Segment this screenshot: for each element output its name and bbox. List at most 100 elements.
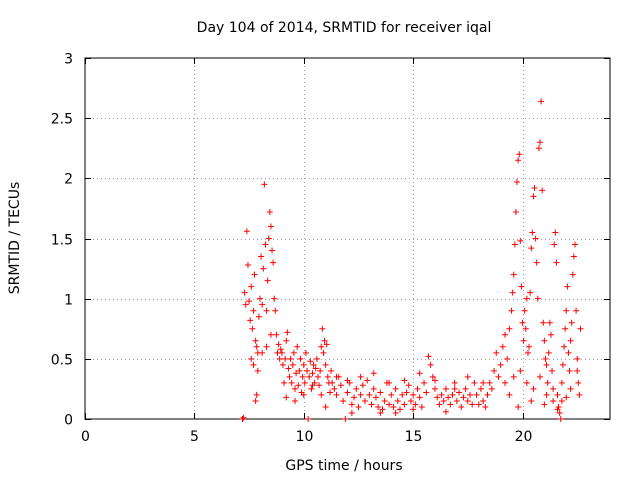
data-point — [263, 343, 270, 350]
data-point — [316, 382, 323, 389]
data-point — [386, 401, 393, 408]
data-point — [379, 406, 386, 413]
data-point — [576, 391, 583, 398]
x-tick-label: 0 — [81, 429, 90, 445]
data-point — [296, 367, 303, 374]
data-point — [491, 367, 498, 374]
data-point — [300, 361, 307, 368]
data-point — [438, 391, 445, 398]
data-point — [563, 307, 570, 314]
data-point — [510, 373, 517, 380]
data-point — [288, 379, 295, 386]
data-point — [533, 259, 540, 266]
data-point — [529, 229, 536, 236]
data-point — [267, 223, 274, 230]
data-point — [292, 397, 298, 404]
data-point — [518, 283, 525, 290]
data-point — [270, 259, 277, 266]
data-point — [252, 337, 259, 344]
data-point — [271, 295, 278, 302]
data-point — [458, 403, 465, 410]
data-point — [532, 235, 539, 242]
data-point — [442, 408, 449, 415]
data-point — [526, 343, 533, 350]
data-point — [561, 343, 568, 350]
data-point — [488, 385, 495, 392]
data-point — [410, 406, 417, 413]
y-tick-label: 0.5 — [51, 353, 73, 369]
data-point — [554, 391, 561, 398]
data-point — [364, 377, 371, 384]
data-point — [301, 379, 308, 386]
data-point — [577, 325, 584, 332]
x-tick-label: 15 — [405, 429, 423, 445]
grid — [85, 58, 610, 419]
data-point — [432, 377, 438, 384]
data-point — [416, 394, 423, 401]
data-point — [520, 337, 527, 344]
data-point — [423, 389, 430, 396]
data-point — [530, 385, 537, 392]
data-point — [563, 394, 570, 401]
y-tick-label: 0 — [64, 413, 73, 429]
data-point — [515, 157, 522, 164]
data-point — [276, 355, 283, 362]
data-point — [535, 145, 542, 152]
data-point — [570, 253, 577, 260]
data-point — [549, 367, 556, 374]
data-point — [473, 391, 480, 398]
data-point — [538, 98, 545, 105]
data-point — [255, 313, 262, 320]
plot-frame — [84, 57, 611, 420]
data-point — [317, 367, 324, 374]
data-point — [344, 389, 351, 396]
data-point — [262, 241, 269, 248]
data-point — [331, 385, 338, 392]
data-point — [399, 391, 406, 398]
data-point — [323, 341, 330, 348]
data-point — [284, 329, 291, 336]
data-point — [575, 379, 582, 386]
data-point — [421, 379, 428, 386]
data-point — [287, 355, 294, 362]
data-point — [243, 228, 250, 235]
data-point — [372, 394, 379, 401]
data-point — [453, 397, 460, 404]
data-point — [451, 379, 458, 386]
data-point — [362, 397, 368, 404]
data-point — [307, 358, 314, 365]
data-point — [516, 151, 523, 158]
data-point — [240, 414, 247, 421]
data-point — [414, 385, 421, 392]
data-point — [469, 401, 476, 408]
data-point — [502, 379, 508, 386]
data-point — [278, 349, 285, 356]
data-point — [266, 209, 273, 216]
data-point — [427, 361, 434, 368]
data-point — [442, 385, 449, 392]
data-point — [295, 382, 302, 389]
data-point — [357, 373, 364, 380]
data-point — [370, 370, 377, 377]
data-point — [495, 373, 502, 380]
data-point — [272, 307, 279, 314]
data-point — [258, 253, 265, 260]
y-tick-label: 1 — [64, 293, 73, 309]
data-point — [308, 385, 315, 392]
data-point — [366, 391, 373, 398]
data-point — [523, 295, 530, 302]
data-point — [528, 245, 535, 252]
data-point — [484, 391, 491, 398]
data-point — [313, 355, 320, 362]
data-point — [480, 379, 487, 386]
data-point — [407, 397, 414, 404]
data-point — [267, 331, 274, 338]
data-point — [248, 283, 255, 290]
data-point — [259, 301, 266, 308]
data-point — [558, 397, 565, 404]
data-point — [390, 403, 397, 410]
data-point — [377, 389, 384, 396]
x-tick-labels: 0 5 10 15 20 — [81, 429, 532, 445]
data-point — [318, 343, 325, 350]
data-point — [425, 353, 432, 360]
